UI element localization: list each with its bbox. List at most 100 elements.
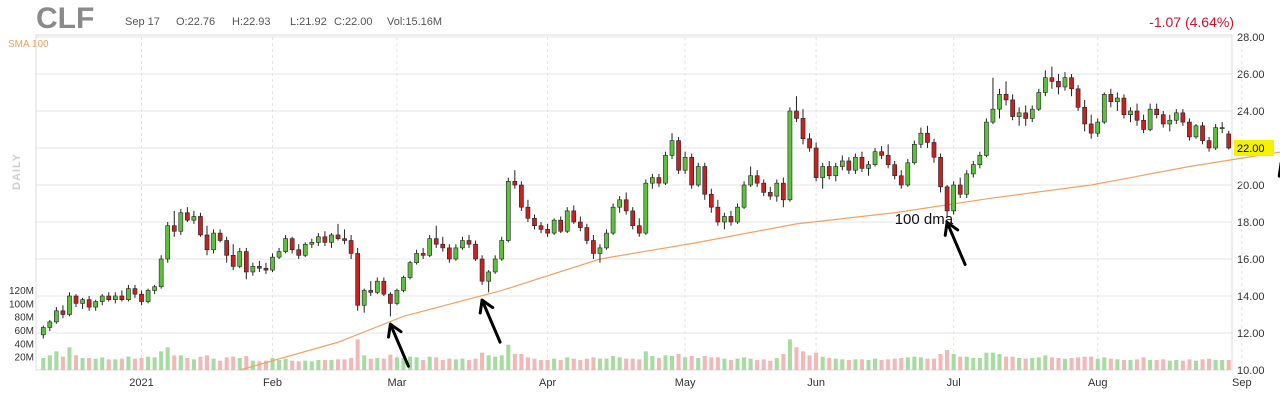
up-candle — [741, 184, 747, 208]
up-candle — [361, 290, 367, 306]
price-tick-label: 18.00 — [1237, 217, 1265, 229]
volume-bar — [519, 354, 524, 370]
annotation-arrow-shaft — [945, 220, 967, 266]
up-candle — [1043, 77, 1048, 93]
volume-bar — [54, 351, 59, 370]
up-candle — [505, 181, 511, 241]
annotation-arrow-head — [387, 322, 403, 339]
down-candle — [1226, 133, 1232, 149]
volume-bar — [984, 352, 989, 370]
volume-bar — [1167, 360, 1172, 370]
volume-bar — [617, 357, 622, 370]
down-candle — [1108, 94, 1114, 103]
volume-bar — [859, 359, 864, 370]
volume-bar — [440, 360, 445, 370]
volume-bar — [971, 358, 976, 370]
up-candle — [912, 144, 917, 164]
volume-bar — [453, 359, 458, 370]
up-candle — [40, 327, 46, 336]
volume-bar — [787, 339, 792, 370]
down-candle — [335, 234, 341, 239]
volume-bar — [257, 361, 262, 370]
down-candle — [767, 192, 773, 197]
volume-bar — [93, 358, 98, 370]
volume-bar — [427, 356, 432, 370]
volume-bar — [781, 354, 786, 370]
volume-bar — [355, 339, 360, 370]
down-candle — [185, 212, 190, 221]
volume-bar — [126, 356, 131, 370]
volume-bar — [964, 356, 969, 370]
down-candle — [1121, 97, 1127, 116]
down-candle — [73, 295, 79, 304]
down-candle — [1206, 140, 1212, 149]
volume-bar — [1089, 356, 1094, 370]
volume-bar — [578, 360, 583, 370]
down-candle — [139, 293, 144, 302]
up-candle — [682, 156, 688, 171]
volume-bar — [643, 351, 648, 370]
volume-bar — [597, 358, 603, 370]
volume-bar — [47, 355, 52, 370]
down-candle — [322, 236, 328, 243]
up-candle — [1147, 108, 1153, 130]
up-candle — [997, 94, 1002, 110]
volume-bar — [263, 360, 268, 370]
annotation-100dma-label: 100 dma — [895, 211, 954, 228]
volume-bar — [552, 358, 557, 370]
volume-bar — [611, 356, 616, 370]
down-candle — [571, 210, 577, 223]
price-tick-label: 14.00 — [1237, 291, 1265, 303]
down-candle — [931, 142, 937, 158]
up-candle — [984, 121, 989, 156]
down-candle — [676, 140, 681, 171]
price-tick-label: 26.00 — [1237, 69, 1265, 81]
down-candle — [1010, 99, 1015, 117]
up-candle — [1036, 92, 1042, 110]
down-candle — [171, 225, 177, 232]
up-candle — [1219, 127, 1225, 129]
down-candle — [342, 238, 347, 241]
down-candle — [532, 218, 537, 227]
down-candle — [525, 206, 531, 219]
up-candle — [1167, 119, 1173, 125]
down-candle — [846, 160, 852, 171]
volume-bar — [1128, 360, 1133, 370]
down-candle — [545, 229, 550, 234]
volume-bar — [499, 355, 504, 370]
annotation-arrow-shaft — [480, 298, 502, 344]
down-candle — [243, 251, 249, 273]
up-candle — [407, 262, 413, 278]
volume-bar — [728, 360, 733, 370]
high-price: H:22.93 — [232, 16, 271, 28]
down-candle — [473, 243, 478, 260]
down-candle — [689, 156, 695, 186]
down-candle — [538, 225, 544, 230]
volume-bar — [224, 357, 229, 370]
month-tick-label: Apr — [539, 377, 556, 389]
down-candle — [1023, 112, 1029, 119]
volume-bar — [296, 361, 301, 370]
up-candle — [67, 295, 72, 315]
volume-bar — [100, 357, 105, 370]
volume-bar — [702, 356, 707, 370]
volume-tick-label: 60M — [15, 326, 34, 337]
volume-bar — [525, 357, 530, 370]
volume-bar — [591, 357, 596, 370]
down-candle — [198, 216, 203, 236]
volume-bar — [683, 357, 688, 370]
volume-bar — [322, 360, 327, 370]
volume-bar — [146, 356, 151, 370]
volume-bar — [709, 357, 714, 370]
volume-bar — [748, 358, 753, 370]
up-candle — [964, 173, 970, 195]
chart-frame — [35, 34, 1233, 371]
down-candle — [708, 193, 714, 208]
volume-bar — [152, 357, 157, 370]
open-price: O:22.76 — [176, 16, 216, 28]
volume-bar — [539, 360, 544, 370]
up-candle — [178, 212, 184, 232]
up-candle — [54, 310, 59, 323]
up-candle — [316, 236, 321, 243]
